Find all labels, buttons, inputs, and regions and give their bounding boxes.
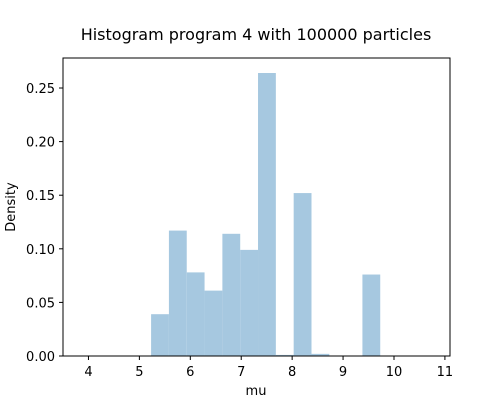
y-tick-label: 0.05 (26, 296, 55, 311)
x-tick-label: 11 (437, 365, 454, 380)
plot-frame (62, 57, 451, 357)
histogram-bar-0 (151, 314, 169, 356)
y-tick-label: 0.00 (26, 350, 55, 365)
x-tick-label: 8 (288, 365, 296, 380)
x-axis-label: mu (246, 384, 267, 399)
y-axis-label: Density (4, 182, 19, 232)
histogram-bar-7 (275, 354, 294, 356)
histogram-bar-4 (222, 233, 241, 356)
histogram-bar-6 (258, 73, 276, 356)
y-tick-label: 0.25 (26, 82, 55, 97)
histogram-bar-9 (311, 353, 330, 356)
y-tick-label: 0.10 (26, 243, 55, 258)
x-axis: 4 5 6 7 8 9 10 11 (84, 356, 453, 380)
bars-group (151, 73, 381, 356)
x-tick-label: 6 (186, 365, 194, 380)
histogram-bar-8 (293, 193, 312, 356)
y-tick-label: 0.20 (26, 136, 55, 151)
histogram-bar-3 (204, 290, 223, 356)
histogram-bar-1 (168, 230, 187, 356)
histogram-bar-2 (186, 272, 205, 356)
x-tick-label: 7 (237, 365, 245, 380)
histogram-bar-10 (362, 274, 381, 356)
x-tick-label: 5 (135, 365, 143, 380)
histogram-bar-5 (240, 249, 259, 356)
chart-title: Histogram program 4 with 100000 particle… (81, 25, 432, 44)
y-axis: 0.00 0.05 0.10 0.15 0.20 0.25 (26, 82, 63, 365)
y-tick-label: 0.15 (26, 189, 55, 204)
x-tick-label: 9 (339, 365, 347, 380)
x-tick-label: 10 (386, 365, 403, 380)
x-tick-label: 4 (84, 365, 92, 380)
